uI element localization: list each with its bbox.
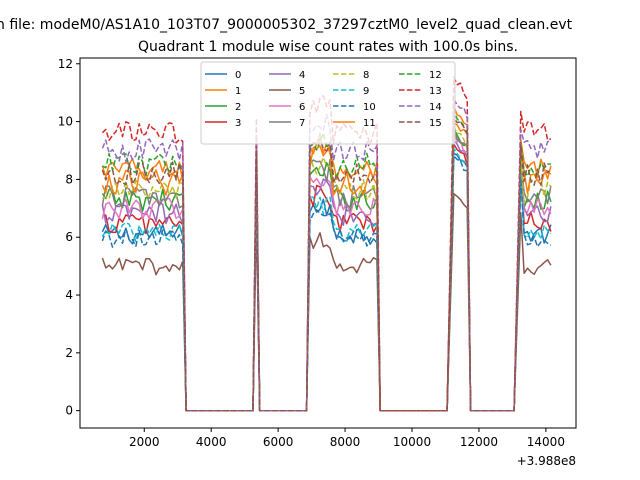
x-tick-label: 8000: [330, 435, 361, 449]
y-tick-label: 10: [58, 115, 73, 129]
x-tick-label: 10000: [393, 435, 431, 449]
legend-label-6: 6: [299, 102, 305, 113]
y-tick-label: 4: [65, 288, 73, 302]
legend-label-8: 8: [363, 70, 369, 81]
legend-label-2: 2: [235, 102, 241, 113]
y-axis: 0 2 4 6 8 10 12: [58, 57, 80, 418]
legend-frame: [200, 61, 456, 145]
x-tick-label: 14000: [527, 435, 565, 449]
axes-frame: [79, 57, 577, 429]
x-axis: 2000 4000 6000 8000 10000 12000 14000: [129, 428, 565, 449]
legend-label-4: 4: [299, 70, 305, 81]
y-tick-label: 2: [65, 346, 73, 360]
legend-label-0: 0: [235, 70, 241, 81]
x-tick-label: 2000: [129, 435, 160, 449]
legend-label-3: 3: [235, 118, 241, 129]
series-lines: [101, 76, 552, 412]
y-tick-label: 8: [65, 172, 73, 186]
x-tick-label: 4000: [196, 435, 227, 449]
legend-label-15: 15: [429, 118, 442, 129]
x-tick-label: 6000: [263, 435, 294, 449]
legend-label-7: 7: [299, 118, 305, 129]
legend-label-1: 1: [235, 86, 241, 97]
y-tick-label: 6: [65, 230, 73, 244]
legend-label-13: 13: [429, 86, 442, 97]
legend-label-10: 10: [363, 102, 376, 113]
series-line-14: [101, 98, 552, 412]
plot-area: 2000 4000 6000 8000 10000 12000 14000 02468101…: [58, 57, 577, 468]
y-tick-label: 12: [58, 57, 73, 71]
legend-label-12: 12: [429, 70, 442, 81]
x-tick-label: 12000: [460, 435, 498, 449]
legend-label-5: 5: [299, 86, 305, 97]
figure-suptitle: n file: modeM0/AS1A10_103T07_9000005302_…: [0, 17, 573, 33]
series-line-15: [101, 117, 552, 412]
y-tick-label: 0: [65, 404, 73, 418]
legend-label-9: 9: [363, 86, 369, 97]
x-offset-label: +3.988e8: [517, 454, 576, 468]
legend-label-14: 14: [429, 102, 442, 113]
legend-label-11: 11: [363, 118, 376, 129]
chart-title: Quadrant 1 module wise count rates with …: [138, 39, 518, 55]
